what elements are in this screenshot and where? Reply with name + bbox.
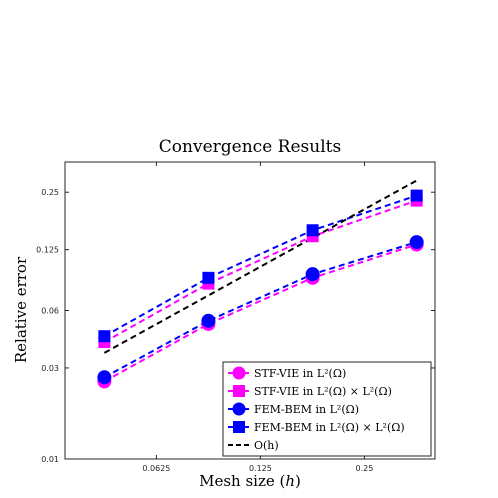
series-line-1 [103, 243, 417, 383]
y-tick-label: 0.125 [36, 246, 59, 255]
data-point [410, 189, 423, 202]
series-line-2 [103, 199, 417, 343]
data-point [97, 370, 112, 385]
legend-marker [233, 385, 245, 397]
chart-title: Convergence Results [159, 137, 341, 157]
x-tick-label: 0.125 [249, 464, 272, 473]
legend-label: STF-VIE in L²(Ω) [254, 367, 346, 380]
legend-entries: STF-VIE in L²(Ω) STF-VIE in L²(Ω) × L²(Ω)… [228, 366, 405, 452]
legend-box [222, 361, 432, 457]
y-tick-label: 0.03 [41, 364, 59, 373]
legend-label: STF-VIE in L²(Ω) × L²(Ω) [254, 385, 392, 398]
x-axis-label: Mesh size (h) [199, 472, 301, 490]
x-axis-label-variable: h [285, 472, 295, 490]
legend-marker [232, 402, 246, 416]
legend-marker [233, 421, 245, 433]
x-tick-label: 0.25 [356, 464, 374, 473]
axis-ticks: 0.0625 0.125 0.25 0.01 0.03 0.06 0.125 0.25 [36, 162, 435, 473]
y-tick-label: 0.25 [41, 188, 59, 197]
y-tick-label: 0.06 [41, 307, 59, 316]
data-point [305, 267, 320, 282]
x-tick-label: 0.0625 [142, 464, 170, 473]
y-tick-label: 0.01 [41, 455, 59, 464]
data-point [306, 224, 319, 237]
y-axis-label: Relative error [12, 256, 30, 363]
series-line-5 [103, 179, 418, 354]
series-line-3 [103, 241, 417, 379]
x-axis-label-text: Mesh size [199, 472, 275, 490]
legend-label: FEM-BEM in L²(Ω) [254, 403, 359, 416]
legend-label: FEM-BEM in L²(Ω) × L²(Ω) [254, 421, 405, 434]
legend-marker [232, 366, 246, 380]
series-lines [103, 179, 418, 383]
legend: STF-VIE in L²(Ω) STF-VIE in L²(Ω) × L²(Ω)… [222, 361, 432, 457]
legend-label: O(h) [254, 439, 279, 452]
data-point [202, 271, 215, 284]
data-point [409, 235, 424, 250]
data-point [98, 330, 111, 343]
series-markers [97, 189, 424, 389]
data-point [201, 313, 216, 328]
